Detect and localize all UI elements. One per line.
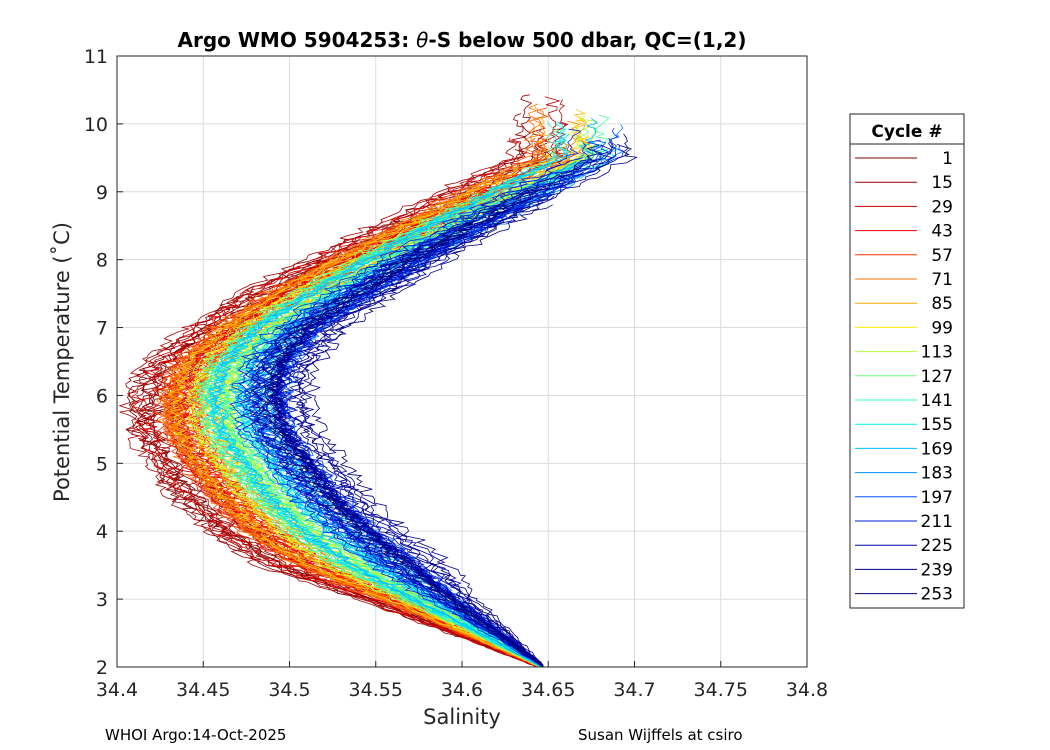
y-tick-label: 4	[96, 521, 108, 543]
legend-label: 71	[931, 270, 953, 290]
legend-label: 253	[921, 585, 953, 605]
y-tick-label: 7	[96, 318, 108, 340]
profile-line	[170, 173, 539, 666]
y-tick-label: 6	[96, 385, 108, 407]
legend-label: 1	[942, 149, 953, 169]
x-tick-label: 34.7	[613, 679, 655, 701]
profile-line	[156, 103, 540, 667]
x-axis-label: Salinity	[423, 705, 501, 729]
y-axis-label: Potential Temperature (˚C)	[50, 222, 74, 502]
legend-label: 155	[921, 415, 953, 435]
legend-box	[849, 113, 965, 609]
y-tick-label: 5	[96, 453, 108, 475]
profile-line	[262, 145, 603, 667]
chart-title-prefix: Argo WMO 5904253:	[178, 28, 417, 52]
legend-label: 197	[921, 488, 953, 508]
chart-title-suffix: -S below 500 dbar, QC=(1,2)	[428, 28, 746, 52]
profile-line	[128, 113, 537, 667]
y-axis: 2 3 4 5 6 7 8 9 10 11	[84, 46, 123, 679]
profile-line	[171, 116, 550, 667]
profile-line	[248, 179, 549, 666]
profile-line	[291, 143, 630, 667]
profile-line	[218, 196, 541, 665]
y-tick-label: 11	[84, 46, 108, 68]
chart-title-theta: θ	[416, 28, 428, 52]
legend-label: 141	[921, 391, 953, 411]
profile-line	[118, 140, 537, 666]
x-tick-label: 34.6	[441, 679, 483, 701]
legend-label: 57	[931, 246, 953, 266]
profile-lines	[118, 94, 638, 668]
legend-label: 169	[921, 439, 953, 459]
footer-right: Susan Wijffels at csiro	[578, 726, 743, 744]
x-axis: 34.4 34.45 34.5 34.55 34.6 34.65 34.7 34.75 34.8	[96, 661, 828, 701]
y-tick-label: 2	[96, 657, 108, 679]
legend-label: 113	[921, 343, 953, 363]
x-tick-label: 34.45	[176, 679, 230, 701]
profile-line	[250, 240, 543, 666]
x-tick-label: 34.65	[521, 679, 575, 701]
y-tick-label: 8	[96, 250, 108, 272]
legend-label: 99	[931, 318, 953, 338]
legend-entries: 1 15 29 43 57 71 85 99 113 127 141 155 169 183 197 211 2…	[855, 149, 953, 605]
profile-line	[192, 121, 562, 667]
profile-line	[188, 211, 540, 668]
legend: Cycle # 1 15 29 43 57 71 85 99 113 127 141 155 169 18…	[849, 113, 965, 609]
profile-line	[303, 204, 553, 667]
footer-left: WHOI Argo:14-Oct-2025	[105, 726, 287, 744]
legend-label: 43	[931, 222, 953, 242]
profile-line	[198, 196, 540, 666]
profile-line	[140, 172, 538, 666]
profile-line	[167, 180, 539, 667]
chart-title: Argo WMO 5904253: θ-S below 500 dbar, QC…	[178, 28, 747, 52]
y-tick-label: 3	[96, 589, 108, 611]
legend-label: 85	[931, 294, 953, 314]
x-tick-label: 34.4	[96, 679, 138, 701]
profile-line	[212, 168, 549, 666]
legend-label: 239	[921, 560, 953, 580]
profile-line	[130, 137, 537, 666]
x-tick-label: 34.5	[268, 679, 310, 701]
legend-label: 15	[931, 173, 953, 193]
legend-label: 211	[921, 512, 953, 532]
profile-line	[242, 212, 542, 666]
x-tick-label: 34.75	[694, 679, 748, 701]
legend-label: 183	[921, 464, 953, 484]
profile-line	[210, 174, 541, 666]
profile-line	[287, 195, 549, 666]
profile-line	[186, 192, 540, 667]
legend-label: 29	[931, 197, 953, 217]
x-tick-label: 34.8	[786, 679, 828, 701]
legend-label: 225	[921, 536, 953, 556]
profile-line	[278, 139, 617, 667]
y-tick-label: 10	[84, 114, 108, 136]
y-tick-label: 9	[96, 182, 108, 204]
profile-line	[267, 229, 544, 666]
profile-line	[209, 133, 570, 665]
legend-title: Cycle #	[871, 122, 942, 142]
x-tick-label: 34.55	[349, 679, 403, 701]
legend-label: 127	[921, 367, 953, 387]
profile-line	[238, 157, 584, 666]
